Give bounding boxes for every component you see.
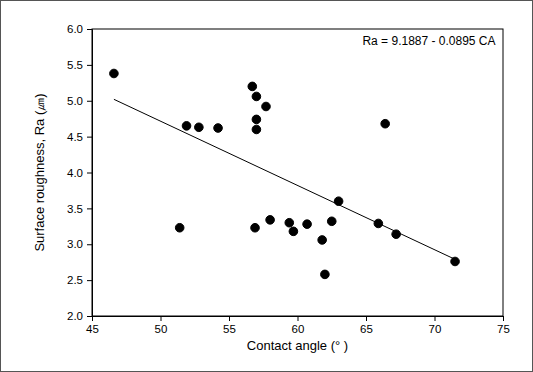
x-tick-mark [503,316,504,321]
y-tick-label: 3.5 [67,203,83,215]
point [252,92,261,101]
point [318,236,327,245]
y-tick: 4.5 [67,131,92,143]
y-tick: 2.0 [67,310,92,322]
x-tick: 65 [360,316,373,335]
y-axis-line [87,30,93,317]
x-tick-mark [435,316,436,321]
y-tick-label: 2.0 [67,310,83,322]
x-tick-label: 75 [497,323,510,335]
point [182,122,191,131]
y-tick-mark [87,244,92,245]
y-tick-mark [87,316,92,317]
y-tick: 4.0 [67,167,92,179]
y-axis-title: Surface roughness, Ra (㎛) [32,93,47,251]
y-tick-mark [87,173,92,174]
y-tick: 5.5 [67,59,92,71]
point [252,125,261,134]
point [327,217,336,226]
y-tick-mark [87,65,92,66]
y-tick-label: 5.5 [67,59,83,71]
x-tick: 45 [86,316,99,335]
chart: 45 50 55 60 65 70 75 2.0 2.5 3.0 3.5 4.0 4.5 5.0 5.5 6.… [0,0,533,372]
point [451,257,460,266]
y-tick-label: 4.5 [67,131,83,143]
y-tick-mark [87,29,92,30]
x-tick-label: 60 [292,323,305,335]
y-tick-mark [87,137,92,138]
point [266,216,275,225]
point [285,218,294,227]
x-tick: 75 [497,316,510,335]
outer-border [1,1,533,372]
y-tick-label: 6.0 [67,23,83,35]
x-axis-title: Contact angle (° ) [247,338,348,353]
point [110,69,119,78]
marks [110,69,460,279]
point [381,119,390,128]
y-tick: 6.0 [67,23,92,35]
point [195,123,204,132]
point [248,82,257,91]
x-tick-label: 55 [223,323,236,335]
y-tick: 2.5 [67,274,92,286]
plot: 45 50 55 60 65 70 75 2.0 2.5 3.0 3.5 4.0 4.5 5.0 5.5 6.… [67,23,510,335]
x-tick-label: 70 [429,323,442,335]
y-tick: 3.0 [67,238,92,250]
point [252,115,261,124]
point [175,223,184,232]
x-axis: 45 50 55 60 65 70 75 [86,316,510,335]
x-tick-mark [161,316,162,321]
point [289,227,298,236]
x-tick: 70 [429,316,442,335]
x-tick-mark [229,316,230,321]
y-tick-label: 4.0 [67,167,83,179]
y-tick-mark [87,208,92,209]
x-tick: 60 [292,316,305,335]
x-tick-mark [298,316,299,321]
y-tick-label: 3.0 [67,238,83,250]
fit-line [114,99,455,259]
y-tick-label: 5.0 [67,95,83,107]
plot-frame [92,29,503,316]
point [214,124,223,133]
x-tick: 50 [155,316,168,335]
point [321,270,330,279]
y-tick: 5.0 [67,95,92,107]
x-axis-line [93,317,504,322]
y-tick-label: 2.5 [67,274,83,286]
x-tick-mark [366,316,367,321]
y-axis: 2.0 2.5 3.0 3.5 4.0 4.5 5.0 5.5 6.0 [67,23,93,322]
point [303,220,312,229]
x-tick-label: 50 [155,323,168,335]
x-tick: 55 [223,316,236,335]
y-tick: 3.5 [67,203,92,215]
y-tick-mark [87,101,92,102]
point [262,102,271,111]
point [251,223,260,232]
y-tick-mark [87,280,92,281]
annotation: Ra = 9.1887 - 0.0895 CA [362,34,495,48]
x-tick-label: 45 [86,323,99,335]
x-tick-label: 65 [360,323,373,335]
